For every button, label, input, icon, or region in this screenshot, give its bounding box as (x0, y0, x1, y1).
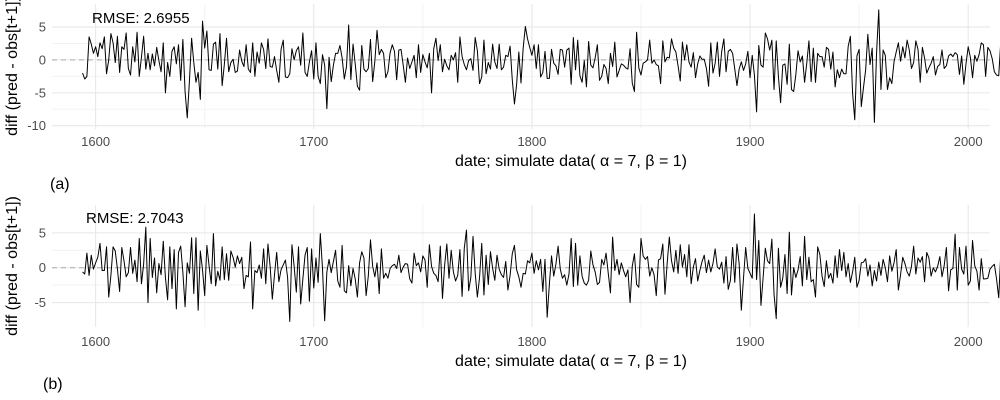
x-tick-label: 2000 (954, 134, 983, 149)
x-axis-title-a: date; simulate data( α = 7, β = 1) (455, 153, 687, 170)
x-tick-label: 1600 (81, 334, 110, 349)
x-axis-title-b: date; simulate data( α = 7, β = 1) (455, 353, 687, 370)
y-tick-label: -5 (34, 295, 46, 310)
residual-series-line-a (82, 9, 1000, 123)
y-axis-title-a: diff (pred - obs[t+1]) (4, 0, 21, 136)
x-tick-label: 1700 (299, 134, 328, 149)
residual-series-line-b (82, 213, 1000, 322)
panel-b-plot: 1600 1700 1800 1900 2000 -5 0 5 RMSE: 2.7043 date… (4, 196, 1000, 370)
x-tick-label: 1800 (517, 334, 546, 349)
y-tick-label: 5 (39, 20, 46, 35)
x-tick-label: 1900 (736, 334, 765, 349)
y-tick-label: -10 (27, 118, 46, 133)
x-tick-label: 1600 (81, 134, 110, 149)
panel-label-b: (b) (43, 376, 63, 393)
x-tick-label: 1800 (517, 134, 546, 149)
x-tick-label: 1900 (736, 134, 765, 149)
panel-a-plot: 1600 1700 1800 1900 2000 -10 -5 0 5 RMSE: 2.6955 d… (4, 0, 1000, 170)
x-tick-label: 2000 (954, 334, 983, 349)
y-tick-label: 0 (39, 260, 46, 275)
y-tick-label: 5 (39, 225, 46, 240)
x-tick-label: 1700 (299, 334, 328, 349)
y-tick-label: -5 (34, 85, 46, 100)
y-axis-title-b: diff (pred - obs[t+1]) (4, 196, 21, 336)
rmse-annotation-a: RMSE: 2.6955 (92, 10, 190, 27)
panel-label-a: (a) (50, 176, 70, 193)
rmse-annotation-b: RMSE: 2.7043 (86, 210, 184, 227)
y-tick-label: 0 (39, 52, 46, 67)
